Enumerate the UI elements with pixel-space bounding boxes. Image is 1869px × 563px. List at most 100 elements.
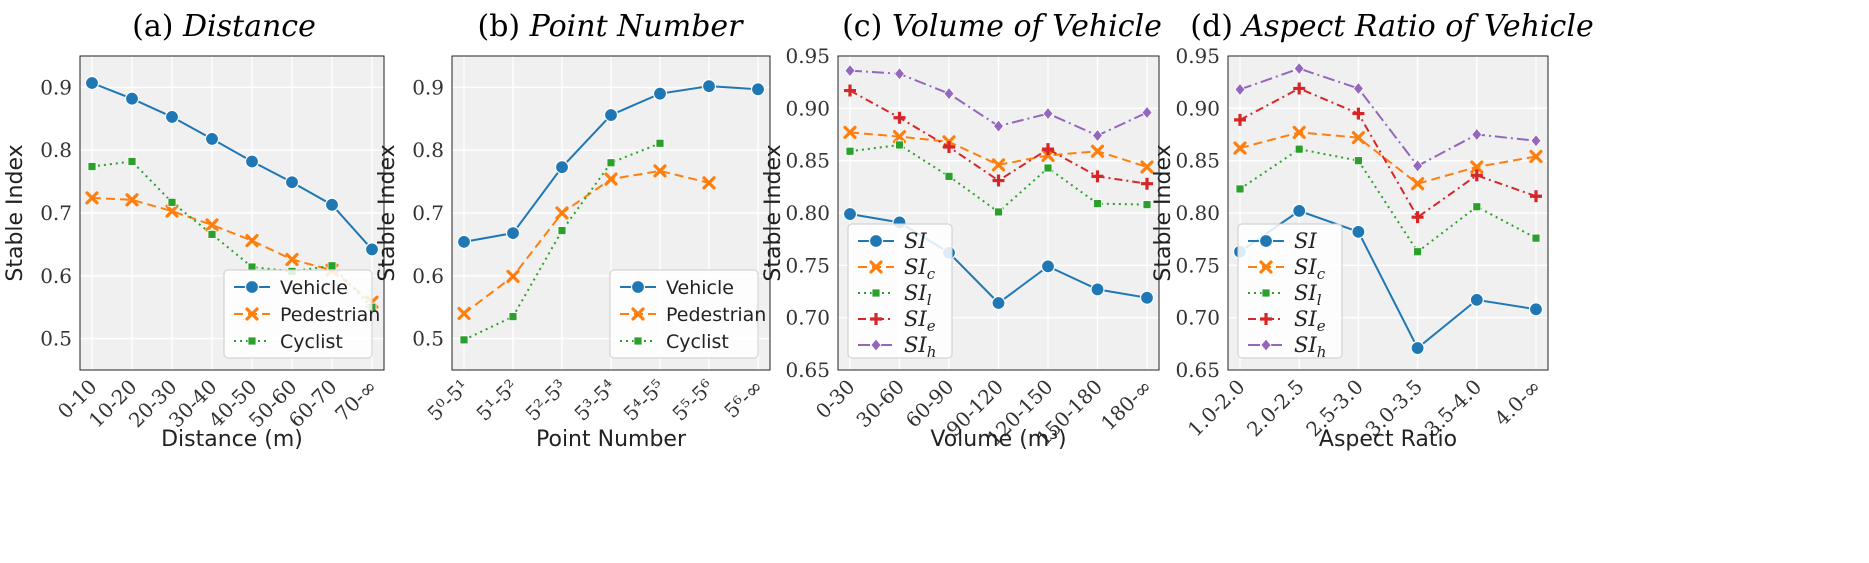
x-tick-label: 4.0-∞: [1490, 375, 1546, 431]
x-tick-label: 5⁵-5⁶: [667, 375, 718, 426]
data-point: [124, 91, 140, 106]
y-axis-label: Stable Index: [375, 144, 400, 281]
legend-marker: [870, 338, 882, 352]
x-tick-label: 5⁶-∞: [719, 375, 767, 423]
series-line: [463, 169, 710, 315]
data-point: [1141, 105, 1153, 120]
data-point: [1091, 128, 1104, 143]
legend: Vehicle Pedestrian Cyclist: [223, 269, 380, 359]
data-point: [606, 158, 616, 168]
data-point: [167, 197, 177, 207]
data-point: [1043, 163, 1053, 173]
data-point: [843, 125, 857, 140]
y-tick-label: 0.9: [40, 75, 72, 99]
legend-box: [609, 269, 759, 359]
data-point: [1093, 199, 1102, 208]
data-point: [1528, 302, 1544, 317]
data-point: [603, 107, 619, 123]
plot-frame: [451, 55, 771, 371]
chart-panel-4: 0.65 0.70 0.75 0.80 0.85 0.90 0.95 1.0-2.02.0-2…: [1151, 9, 1594, 452]
y-tick-label: 0.6: [40, 264, 72, 288]
y-tick-label: 0.7: [40, 201, 72, 225]
data-point: [1530, 134, 1542, 148]
data-point: [284, 175, 300, 190]
data-point: [1233, 141, 1247, 155]
data-point: [992, 119, 1005, 133]
data-point: [1470, 169, 1483, 182]
data-point: [1293, 61, 1305, 76]
series-line: [91, 160, 373, 308]
data-point: [1352, 107, 1365, 120]
data-point: [944, 171, 954, 181]
data-point: [1040, 259, 1056, 274]
data-point: [1529, 149, 1543, 164]
data-point: [205, 218, 219, 232]
x-axis-label: Aspect Ratio: [1319, 427, 1457, 452]
legend-marker: [868, 233, 884, 249]
data-point: [1141, 177, 1153, 190]
legend-marker: [245, 307, 259, 321]
data-point: [1354, 156, 1363, 166]
data-point: [895, 140, 904, 150]
legend-label: Cyclist: [666, 331, 729, 353]
plot-frame: [79, 55, 385, 371]
data-point: [245, 234, 259, 248]
legend-marker: [1258, 233, 1274, 249]
data-point: [1234, 113, 1246, 126]
data-point: [844, 84, 856, 97]
data-point: [655, 138, 665, 148]
legend-label: Vehicle: [666, 277, 734, 299]
data-point: [127, 157, 137, 166]
data-point: [991, 295, 1006, 311]
y-tick-label: 0.70: [1175, 306, 1220, 330]
data-point: [604, 172, 618, 186]
data-point: [1091, 170, 1104, 183]
data-point: [1292, 125, 1306, 140]
x-tick-label: 30-60: [851, 375, 909, 433]
legend-label: Pedestrian: [280, 304, 380, 326]
y-tick-label: 0.90: [1175, 96, 1220, 120]
series-line: [1239, 67, 1537, 168]
data-point: [506, 269, 520, 284]
y-tick-label: 0.6: [412, 264, 444, 288]
data-point: [165, 204, 179, 218]
legend-marker: [871, 288, 881, 298]
legend-marker: [870, 313, 882, 325]
data-point: [87, 162, 97, 171]
y-tick-label: 0.75: [1175, 253, 1220, 277]
data-point: [1042, 106, 1054, 121]
data-point: [991, 158, 1006, 172]
x-tick-label: 5²-5³: [520, 375, 571, 426]
series-line: [1239, 87, 1537, 219]
data-point: [893, 67, 906, 81]
data-point: [1090, 282, 1105, 297]
data-point: [1412, 159, 1424, 173]
series-line: [1239, 131, 1537, 185]
chart-title: (a) Distance: [132, 9, 316, 44]
data-point: [1413, 247, 1422, 257]
data-point: [327, 261, 337, 271]
data-point: [845, 146, 855, 156]
legend-label: Cyclist: [280, 331, 343, 353]
legend-marker: [630, 279, 646, 295]
data-point: [992, 174, 1005, 187]
data-point: [652, 86, 668, 101]
legend-label: SI: [1294, 229, 1317, 253]
legend-marker: [1260, 313, 1272, 325]
data-point: [1531, 233, 1541, 243]
data-point: [1042, 143, 1054, 156]
data-point: [1352, 81, 1364, 96]
data-point: [505, 225, 521, 241]
y-tick-label: 0.8: [412, 138, 444, 162]
data-point: [1410, 340, 1425, 356]
data-point: [1530, 190, 1542, 203]
y-tick-label: 0.95: [1175, 44, 1220, 68]
data-point: [207, 229, 217, 239]
chart-panel-1: 0.50.60.70.80.90-1010-2020-3030-4040-505…: [3, 9, 385, 452]
data-point: [164, 109, 180, 125]
data-point: [1470, 160, 1484, 174]
data-point: [1472, 202, 1482, 212]
